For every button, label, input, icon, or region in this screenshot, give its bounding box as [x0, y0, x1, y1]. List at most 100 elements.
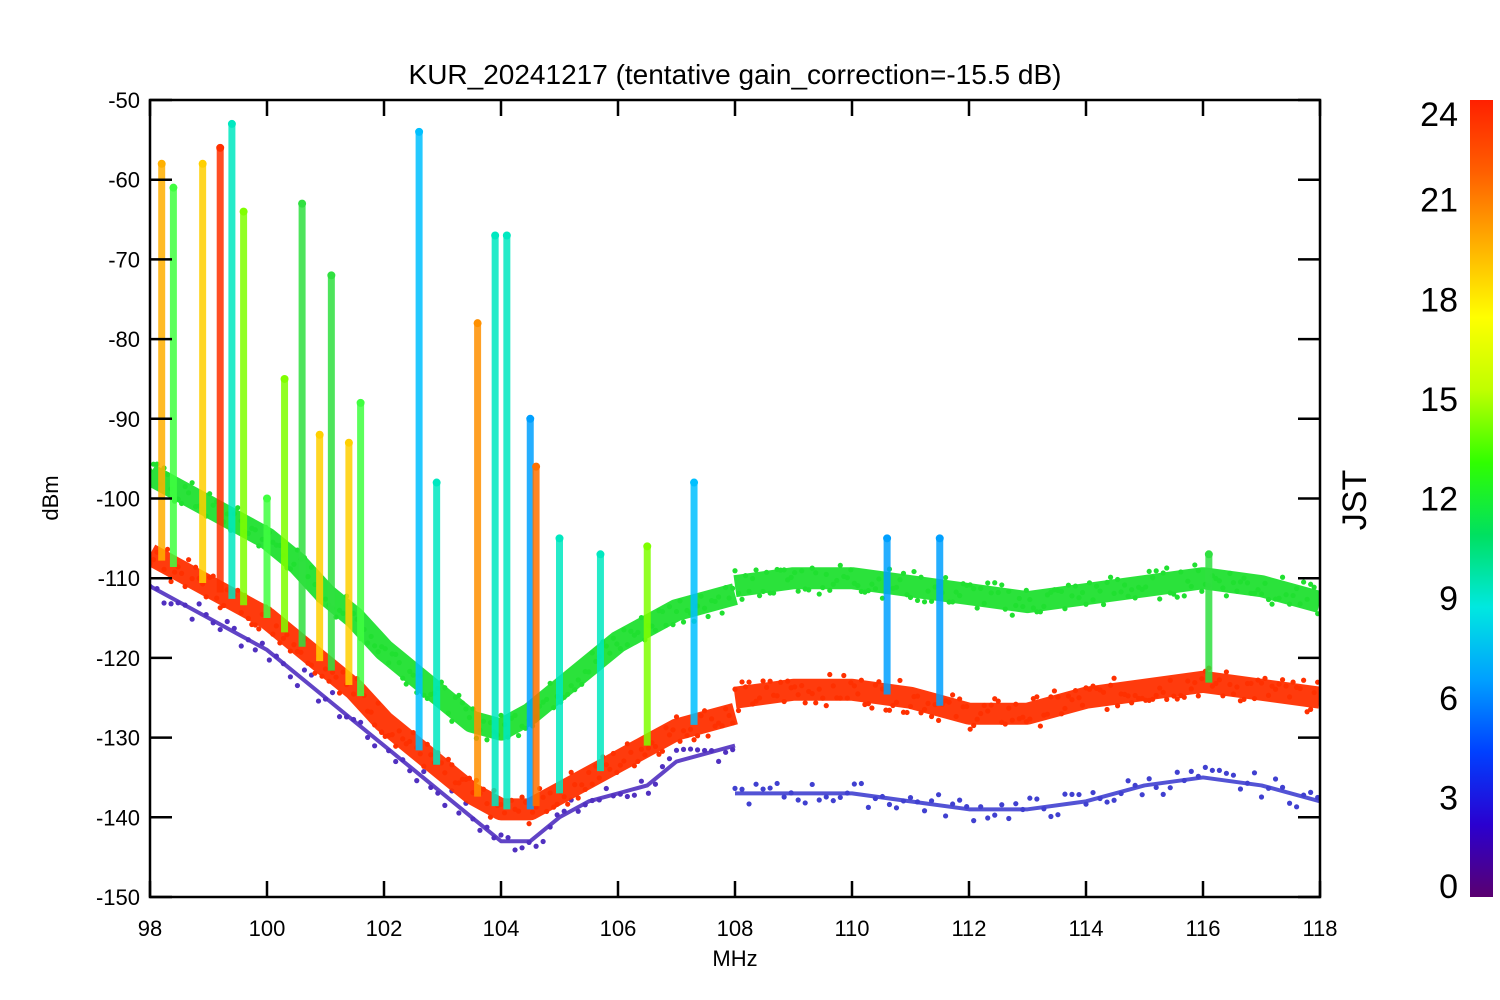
data-point [1286, 694, 1293, 700]
data-point [544, 696, 550, 703]
data-point [280, 635, 286, 642]
data-point [735, 590, 742, 596]
data-layer [150, 461, 1320, 853]
chart-title: KUR_20241217 (tentative gain_correction=… [409, 59, 1062, 90]
data-point [1146, 776, 1152, 782]
data-point [907, 594, 914, 601]
data-point [809, 565, 815, 571]
data-point [749, 575, 756, 582]
data-point [698, 713, 704, 719]
peak-marker [432, 478, 441, 487]
data-point [900, 570, 907, 576]
data-point [382, 646, 388, 652]
data-point [701, 708, 708, 714]
data-point [978, 804, 984, 810]
data-point [1125, 693, 1131, 699]
data-point [610, 635, 616, 641]
data-point [480, 786, 487, 792]
data-point [210, 573, 216, 579]
data-point [830, 798, 836, 804]
data-point [193, 564, 199, 570]
data-point [820, 585, 826, 591]
data-point [1272, 686, 1279, 692]
data-point [666, 756, 673, 762]
data-point [907, 703, 914, 710]
y-tick-label: -100 [96, 487, 140, 512]
data-point [1062, 606, 1068, 612]
data-point [673, 608, 680, 615]
data-point [848, 567, 854, 573]
data-point [1286, 800, 1293, 806]
data-point [823, 571, 829, 577]
data-point [287, 648, 293, 654]
data-point [799, 683, 805, 689]
data-point [1129, 587, 1135, 593]
data-point [1297, 685, 1303, 692]
data-point [614, 641, 620, 647]
data-point [544, 808, 550, 815]
data-point [435, 790, 441, 796]
data-point [217, 626, 223, 633]
data-point [1255, 677, 1261, 683]
data-point [1051, 688, 1058, 694]
data-point [322, 666, 329, 672]
data-point [315, 698, 322, 704]
data-point [526, 839, 532, 845]
data-point [865, 804, 871, 810]
data-point [1209, 767, 1215, 773]
data-point [1223, 770, 1229, 776]
data-point [340, 610, 346, 616]
data-point [1185, 678, 1191, 684]
data-point [712, 598, 718, 604]
data-point [723, 584, 729, 591]
data-point [792, 569, 798, 576]
data-point [610, 793, 616, 799]
data-point [396, 660, 402, 666]
data-point [214, 595, 220, 601]
data-point [967, 582, 973, 588]
data-point [189, 616, 195, 622]
data-point [760, 588, 766, 595]
data-point [943, 574, 949, 581]
data-point [767, 678, 773, 684]
data-point [1150, 575, 1156, 581]
data-point [1016, 595, 1022, 602]
data-point [410, 730, 416, 736]
peak-marker [491, 231, 500, 240]
x-tick-label: 104 [483, 916, 520, 941]
peak-marker [157, 159, 166, 168]
data-point [872, 682, 879, 688]
data-point [1150, 696, 1156, 702]
data-point [245, 637, 251, 643]
data-point [1129, 700, 1135, 706]
data-point [872, 795, 879, 802]
data-point [624, 741, 630, 747]
data-point [245, 615, 251, 622]
data-point [284, 632, 290, 638]
data-point [1090, 597, 1096, 603]
data-point [336, 714, 343, 720]
series-3 [732, 665, 1320, 732]
data-point [1104, 799, 1110, 805]
data-point [974, 716, 980, 722]
data-point [1044, 711, 1050, 717]
data-point [698, 593, 704, 599]
data-point [1213, 680, 1219, 687]
data-point [1216, 767, 1222, 773]
data-point [813, 700, 819, 706]
data-point [953, 589, 959, 595]
data-point [1027, 596, 1033, 603]
data-point [816, 797, 822, 803]
data-point [1020, 603, 1026, 610]
data-point [900, 798, 907, 804]
data-point [1171, 591, 1177, 597]
data-point [561, 808, 567, 814]
data-point [928, 713, 935, 720]
data-point [477, 827, 483, 833]
x-tick-label: 112 [951, 916, 986, 941]
data-point [834, 577, 840, 584]
data-point [1185, 578, 1191, 584]
data-point [659, 608, 666, 615]
data-point [540, 699, 546, 705]
data-point [638, 746, 645, 752]
